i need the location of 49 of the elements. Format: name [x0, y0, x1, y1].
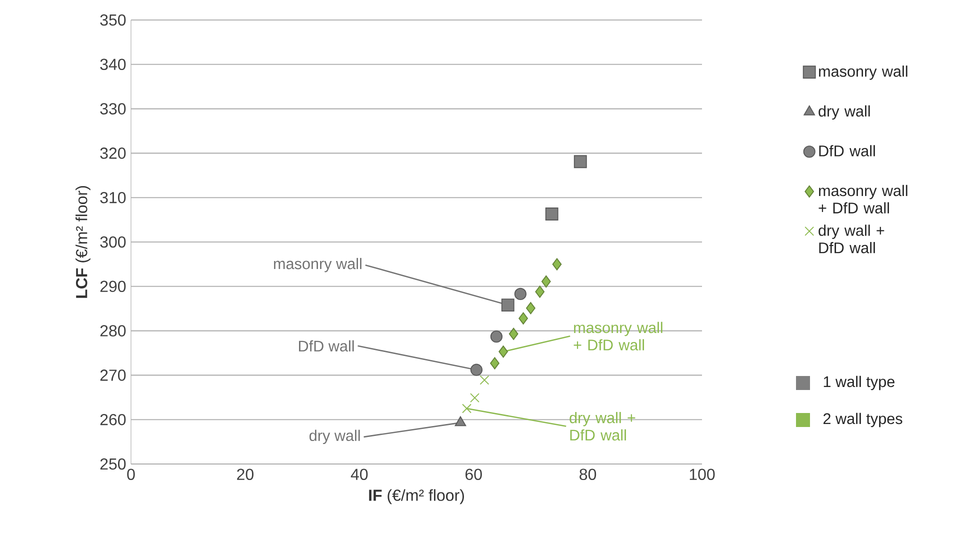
point [518, 312, 528, 324]
point [501, 298, 514, 312]
point [552, 258, 562, 270]
point [526, 302, 536, 314]
y-axis-title: LCF (€/m² floor) [76, 186, 90, 298]
point [490, 357, 500, 370]
x-axis-title: IF (€/m² floor) [369, 489, 464, 504]
point [470, 364, 483, 376]
y-tick-label: 330 [100, 103, 126, 114]
x-tick-label: 20 [237, 468, 254, 480]
x-tick-label: 80 [580, 468, 596, 480]
y-tick-label: 350 [100, 14, 126, 26]
annotation: masonry wall + DfD wall [574, 322, 662, 350]
point [490, 330, 503, 343]
x-tick-label: 60 [466, 468, 482, 480]
y-tick-label: 310 [100, 192, 126, 204]
x-tick-label: 40 [350, 468, 368, 480]
annotation: DfD wall [298, 340, 354, 352]
point [462, 404, 472, 414]
point [508, 328, 518, 340]
point [514, 288, 526, 300]
point [545, 208, 558, 220]
x-tick-label: 0 [127, 468, 135, 480]
point [535, 286, 545, 298]
annotation: masonry wall [274, 258, 362, 272]
y-tick-label: 250 [100, 458, 126, 470]
point [574, 155, 587, 168]
annotation: dry wall + DfD wall [570, 412, 636, 441]
legend-label: dry wall + DfD wall [818, 224, 884, 254]
y-tick-label: 340 [100, 58, 126, 70]
y-tick-label: 270 [100, 370, 126, 381]
text: 1 wall type [824, 376, 894, 390]
legend-label: dry wall [818, 105, 870, 120]
x-tick-label: 100 [690, 468, 715, 480]
y-tick-label: 280 [100, 325, 126, 336]
legend-label: masonry wall [819, 66, 908, 80]
legend-label: masonry wall + DfD wall [818, 184, 908, 214]
y-tick-label: 300 [100, 236, 126, 248]
point [498, 346, 508, 358]
y-tick-label: 260 [100, 414, 126, 426]
point [480, 375, 490, 385]
annotation: dry wall [310, 430, 360, 444]
y-tick-label: 290 [100, 280, 126, 292]
legend-label: DfD wall [819, 145, 875, 156]
y-tick-label: 320 [100, 148, 126, 159]
point [470, 393, 480, 403]
point [454, 416, 466, 426]
text: 2 wall types [823, 412, 902, 428]
point [541, 275, 551, 288]
